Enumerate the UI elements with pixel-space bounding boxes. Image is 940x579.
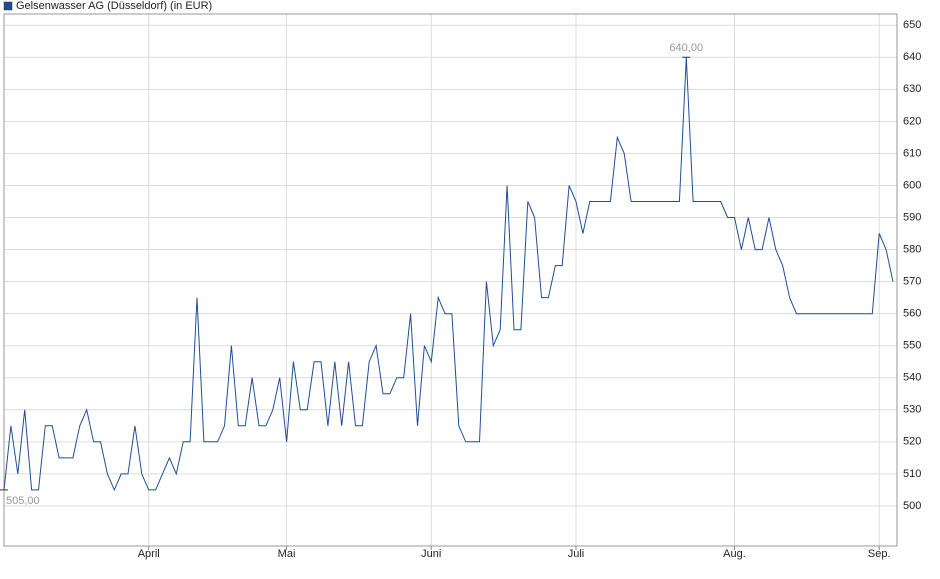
x-tick-label: Juni [421, 548, 441, 560]
y-tick-label: 640 [903, 51, 921, 63]
y-tick-label: 500 [903, 500, 921, 512]
legend-label: Gelsenwasser AG (Düsseldorf) (in EUR) [16, 0, 212, 12]
line-series [3, 57, 894, 492]
value-label: 505,00 [6, 495, 40, 507]
x-tick-label: Juli [568, 548, 585, 560]
y-tick-label: 510 [903, 468, 921, 480]
y-tick-label: 590 [903, 211, 921, 223]
y-tick-label: 560 [903, 308, 921, 320]
y-tick-label: 530 [903, 404, 921, 416]
plot-frame [3, 13, 898, 547]
y-tick-label: 620 [903, 115, 921, 127]
x-tick-label: Mai [278, 548, 296, 560]
y-tick-label: 650 [903, 19, 921, 31]
value-label: 640,00 [669, 42, 703, 54]
y-tick-label: 580 [903, 243, 921, 255]
y-tick-label: 610 [903, 147, 921, 159]
legend-swatch [3, 1, 13, 11]
y-tick-label: 540 [903, 372, 921, 384]
y-tick-label: 550 [903, 340, 921, 352]
x-tick-label: April [138, 548, 160, 560]
y-tick-label: 630 [903, 83, 921, 95]
y-tick-label: 600 [903, 179, 921, 191]
y-tick-label: 570 [903, 276, 921, 288]
x-tick-label: Sep. [868, 548, 891, 560]
x-tick-label: Aug. [723, 548, 746, 560]
y-tick-label: 520 [903, 436, 921, 448]
